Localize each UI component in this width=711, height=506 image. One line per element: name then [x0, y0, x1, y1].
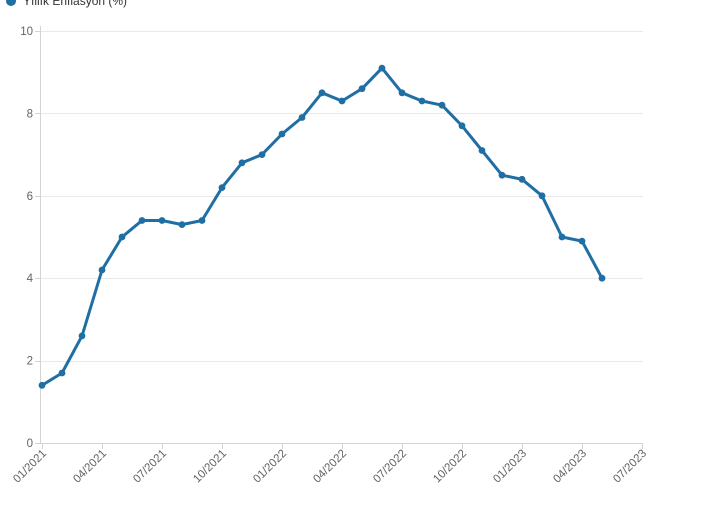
data-point[interactable] [218, 184, 226, 192]
legend-marker-icon [6, 0, 16, 6]
data-point[interactable] [138, 217, 146, 224]
y-tick-label: 4 [27, 273, 34, 285]
y-tick-label: 10 [20, 26, 33, 38]
data-point[interactable] [478, 147, 486, 154]
x-tick-label: 10/2022 [431, 448, 469, 486]
data-point[interactable] [78, 332, 86, 340]
legend-item-label: Yıllık Enflasyon (%) [23, 0, 128, 8]
data-point[interactable] [98, 266, 106, 274]
data-point[interactable] [538, 192, 546, 200]
y-tick-label: 2 [27, 356, 33, 368]
data-point[interactable] [498, 171, 506, 179]
data-point[interactable] [438, 101, 446, 109]
data-point[interactable] [298, 114, 306, 121]
data-point[interactable] [158, 217, 166, 224]
x-tick-label: 07/2023 [611, 448, 649, 486]
data-point[interactable] [238, 159, 246, 167]
y-tick-label: 6 [27, 191, 33, 203]
data-point[interactable] [458, 122, 466, 130]
data-point[interactable] [38, 381, 46, 389]
y-tick-label: 0 [27, 438, 33, 450]
data-point[interactable] [518, 175, 526, 183]
data-point[interactable] [198, 217, 206, 224]
x-tick-label: 07/2022 [371, 448, 409, 486]
data-point[interactable] [358, 85, 366, 93]
y-tick-label: 8 [27, 108, 33, 120]
data-point[interactable] [398, 89, 406, 97]
x-tick-label: 01/2021 [11, 448, 49, 486]
x-tick-label: 04/2022 [311, 448, 349, 486]
x-tick-label: 01/2022 [251, 448, 289, 486]
data-point[interactable] [338, 97, 346, 105]
x-tick-label: 10/2021 [191, 448, 229, 486]
data-point[interactable] [258, 151, 266, 159]
legend-item-annual-inflation[interactable]: Yıllık Enflasyon (%) [6, 0, 127, 8]
data-point[interactable] [378, 64, 386, 72]
data-point[interactable] [278, 130, 286, 138]
data-point[interactable] [578, 237, 586, 245]
x-tick-label: 04/2021 [71, 448, 109, 486]
x-tick-label: 01/2023 [491, 448, 529, 486]
x-tick-label: 07/2021 [131, 448, 169, 486]
data-point[interactable] [318, 89, 326, 97]
legend: Yıllık Enflasyon (%) [6, 0, 127, 9]
data-point[interactable] [58, 369, 66, 377]
data-point[interactable] [118, 233, 126, 241]
series-line [40, 66, 604, 387]
data-point[interactable] [418, 97, 426, 105]
x-tick-label: 04/2023 [551, 448, 589, 486]
data-point[interactable] [598, 274, 606, 282]
data-point[interactable] [558, 233, 566, 241]
data-point[interactable] [178, 221, 186, 229]
